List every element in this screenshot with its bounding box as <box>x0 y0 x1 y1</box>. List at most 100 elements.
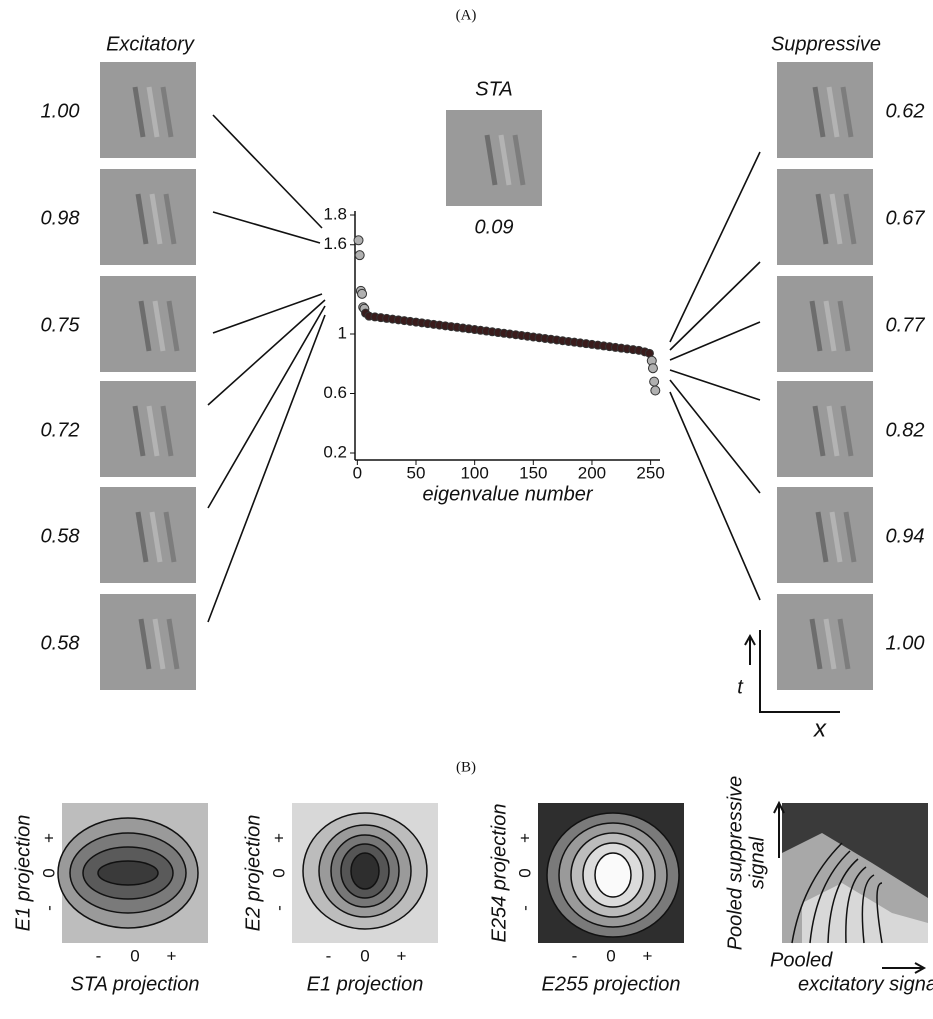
filter-patch <box>100 169 196 265</box>
eigenvalue-point <box>650 377 659 386</box>
x-axis-title: E255 projection <box>542 973 681 995</box>
projection-plot <box>538 803 684 943</box>
y-axis-title: E254 projection <box>488 804 510 943</box>
weight-label: 0.62 <box>886 100 925 122</box>
filter-patch <box>446 110 542 206</box>
patch-bg <box>777 594 873 690</box>
weight-label: 0.77 <box>886 314 926 336</box>
filter-patch <box>100 381 196 477</box>
x-tick-label: + <box>397 946 407 965</box>
group-title: Excitatory <box>106 33 195 55</box>
x-axis-title: Pooled <box>770 949 833 971</box>
eigenvalue-point <box>358 289 367 298</box>
y-tick-label: + <box>269 833 288 843</box>
key-x: x <box>813 715 827 742</box>
x-tick-label: 0 <box>606 946 615 965</box>
y-tick-label: 0.2 <box>323 442 347 461</box>
filter-patch <box>100 487 196 583</box>
patch-bg <box>100 381 196 477</box>
patch-bg <box>100 594 196 690</box>
y-tick-label: - <box>269 905 288 911</box>
x-tick-label: 50 <box>407 463 426 482</box>
projection-plot <box>58 803 208 943</box>
weight-label: 1.00 <box>886 632 925 654</box>
y-axis-title: E2 projection <box>242 815 264 932</box>
x-tick-label: 150 <box>519 463 547 482</box>
y-tick-label: + <box>39 833 58 843</box>
y-axis-title: Pooled suppressive <box>724 776 746 951</box>
y-axis-title: E1 projection <box>12 815 34 932</box>
weight-label: 0.58 <box>41 525 80 547</box>
x-tick-label: 0 <box>130 946 139 965</box>
filter-patch <box>777 169 873 265</box>
x-axis-title: excitatory signal <box>798 973 933 995</box>
y-tick-label: 1 <box>338 323 347 342</box>
y-tick-label: - <box>515 905 534 911</box>
weight-label: 0.94 <box>886 525 925 547</box>
y-tick-label: 1.6 <box>323 234 347 253</box>
x-tick-label: 200 <box>578 463 606 482</box>
filter-patch <box>777 381 873 477</box>
filter-patch <box>100 276 196 372</box>
y-tick-label: 1.8 <box>323 204 347 223</box>
figure: (A) (B) Excitatory Suppressive STA 0.09 … <box>0 0 933 1019</box>
eigenvalue-point <box>651 386 660 395</box>
x-tick-label: + <box>643 946 653 965</box>
y-axis-title: signal <box>746 836 768 889</box>
x-tick-label: 0 <box>353 463 362 482</box>
patch-bg <box>100 169 196 265</box>
y-tick-label: + <box>515 833 534 843</box>
x-tick-label: 100 <box>460 463 488 482</box>
weight-label: 0.72 <box>41 419 80 441</box>
contour <box>595 853 631 897</box>
projection-plot <box>782 803 928 943</box>
weight-label: 0.67 <box>886 207 926 229</box>
group-title: Suppressive <box>771 33 881 55</box>
patch-bg <box>777 276 873 372</box>
y-tick-label: 0 <box>39 868 58 877</box>
patch-bg <box>100 487 196 583</box>
filter-patch <box>777 594 873 690</box>
eigenvalue-point <box>354 236 363 245</box>
patch-bg <box>777 62 873 158</box>
x-axis-title: STA projection <box>71 973 200 995</box>
panel-label: (A) <box>456 7 477 23</box>
x-tick-label: 0 <box>360 946 369 965</box>
x-tick-label: - <box>326 946 332 965</box>
filter-patch <box>100 62 196 158</box>
projection-plot <box>292 803 438 943</box>
patch-bg <box>777 169 873 265</box>
panel-label: (B) <box>456 759 476 775</box>
x-axis-title: E1 projection <box>307 973 424 995</box>
filter-patch <box>777 487 873 583</box>
filter-patch <box>100 594 196 690</box>
y-tick-label: 0.6 <box>323 383 347 402</box>
contour <box>98 861 158 885</box>
filter-patch <box>777 62 873 158</box>
key-t: t <box>737 676 744 698</box>
patch-bg <box>446 110 542 206</box>
patch-bg <box>777 381 873 477</box>
patch-bg <box>100 276 196 372</box>
y-tick-label: - <box>39 905 58 911</box>
weight-label: 0.82 <box>886 419 925 441</box>
x-tick-label: - <box>96 946 102 965</box>
x-tick-label: - <box>572 946 578 965</box>
eigenvalue-point <box>355 251 364 260</box>
weight-label: 0.75 <box>41 314 81 336</box>
x-axis-title: eigenvalue number <box>422 483 593 505</box>
y-tick-label: 0 <box>269 868 288 877</box>
weight-label: 0.98 <box>41 207 80 229</box>
weight-label: 1.00 <box>41 100 80 122</box>
arrow <box>882 963 924 973</box>
key-arrow <box>745 636 755 665</box>
sta-weight: 0.09 <box>475 216 514 238</box>
sta-title: STA <box>475 78 512 100</box>
eigenvalue-point <box>648 364 657 373</box>
patch-bg <box>777 487 873 583</box>
y-tick-label: 0 <box>515 868 534 877</box>
patch-bg <box>100 62 196 158</box>
filter-patch <box>777 276 873 372</box>
contour <box>351 853 379 889</box>
x-tick-label: + <box>167 946 177 965</box>
